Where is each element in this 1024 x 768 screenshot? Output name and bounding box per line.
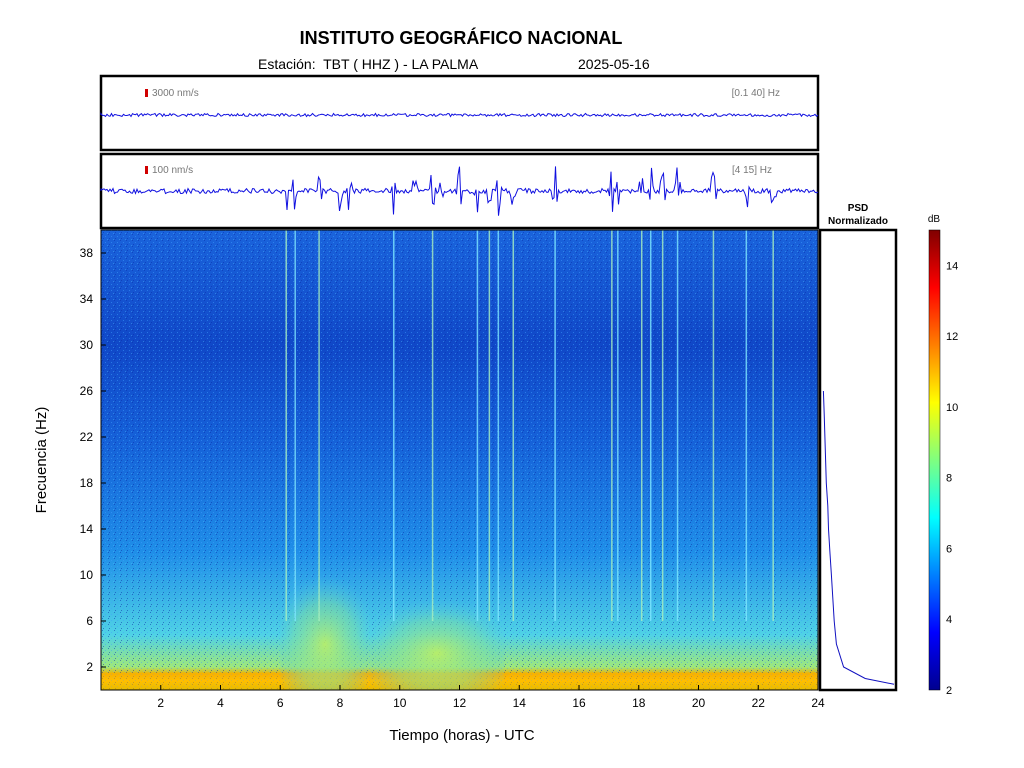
psd-subtitle: Normalizado	[828, 216, 888, 227]
psd-frame	[818, 228, 898, 692]
y-tick-label: 18	[80, 476, 94, 490]
colorbar-tick-label: 14	[946, 260, 958, 272]
colorbar-unit: dB	[928, 214, 941, 225]
x-tick-label: 8	[337, 696, 344, 710]
y-tick-label: 14	[80, 522, 94, 536]
trace-band-label: [0.1 40] Hz	[732, 88, 780, 99]
spectrogram-panel: 2 4 6 8 10 12 14 16 18 20 22 24 261014182226303438 …	[33, 229, 825, 744]
station-label: Estación: TBT ( HHZ ) - LA PALMA	[258, 56, 479, 72]
psd-panel: PSD Normalizado	[818, 203, 898, 692]
scale-bar-icon	[145, 89, 148, 97]
trace-frame	[99, 74, 820, 152]
trace-frame	[99, 152, 820, 230]
colorbar-tick-label: 6	[946, 543, 952, 555]
y-tick-label: 26	[80, 384, 94, 398]
psd-curve	[822, 390, 895, 685]
y-tick-label: 34	[80, 292, 94, 306]
psd-title: PSD	[848, 203, 869, 214]
x-tick-label: 16	[572, 696, 586, 710]
trace-scale-label: 100 nm/s	[152, 165, 193, 176]
trace-band-label: [4 15] Hz	[732, 165, 772, 176]
x-tick-label: 12	[453, 696, 467, 710]
y-tick-label: 30	[80, 338, 94, 352]
x-tick-label: 24	[811, 696, 825, 710]
seismic-trace-line	[100, 112, 819, 118]
y-tick-label: 38	[80, 246, 94, 260]
trace-panel-broadband: 3000 nm/s [0.1 40] Hz	[99, 74, 820, 152]
x-tick-label: 20	[692, 696, 706, 710]
trace-scale-label: 3000 nm/s	[152, 88, 199, 99]
chart-title: INSTITUTO GEOGRÁFICO NACIONAL	[299, 28, 623, 48]
x-tick-label: 2	[157, 696, 164, 710]
x-tick-label: 22	[752, 696, 766, 710]
scale-bar-icon	[145, 166, 148, 174]
x-axis-title: Tiempo (horas) - UTC	[389, 727, 534, 744]
x-tick-label: 10	[393, 696, 407, 710]
y-axis-title: Frecuencia (Hz)	[33, 407, 50, 514]
y-tick-label: 6	[86, 614, 93, 628]
colorbar-tick-label: 8	[946, 473, 952, 485]
colorbar-tick-label: 4	[946, 614, 952, 626]
elevated-energy-interval	[369, 598, 505, 690]
colorbar: dB 2 4 6 8 10 12 14	[928, 214, 958, 697]
colorbar-tick-label: 12	[946, 331, 958, 343]
x-tick-label: 14	[513, 696, 527, 710]
colorbar-gradient	[928, 229, 941, 691]
date-label: 2025-05-16	[578, 56, 650, 72]
colorbar-tick-label: 10	[946, 402, 958, 414]
elevated-energy-interval	[280, 575, 370, 690]
y-tick-label: 22	[80, 430, 94, 444]
y-tick-label: 2	[86, 660, 93, 674]
y-tick-label: 10	[80, 568, 94, 582]
colorbar-tick-label: 2	[946, 685, 952, 697]
x-tick-label: 6	[277, 696, 284, 710]
trace-panel-filtered: 100 nm/s [4 15] Hz	[99, 152, 820, 230]
x-tick-label: 18	[632, 696, 646, 710]
seismic-trace-line	[100, 166, 819, 216]
x-tick-label: 4	[217, 696, 224, 710]
